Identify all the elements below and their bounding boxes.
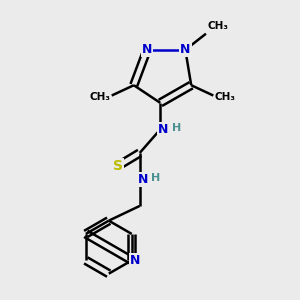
Text: CH₃: CH₃ bbox=[89, 92, 110, 102]
Text: N: N bbox=[137, 173, 148, 186]
Text: H: H bbox=[151, 173, 160, 183]
Text: H: H bbox=[172, 123, 181, 133]
Text: N: N bbox=[130, 254, 140, 267]
Text: N: N bbox=[142, 44, 152, 56]
Text: S: S bbox=[112, 159, 123, 173]
Text: N: N bbox=[158, 123, 168, 136]
Text: N: N bbox=[180, 44, 190, 56]
Text: CH₃: CH₃ bbox=[215, 92, 236, 102]
Text: CH₃: CH₃ bbox=[207, 21, 228, 31]
